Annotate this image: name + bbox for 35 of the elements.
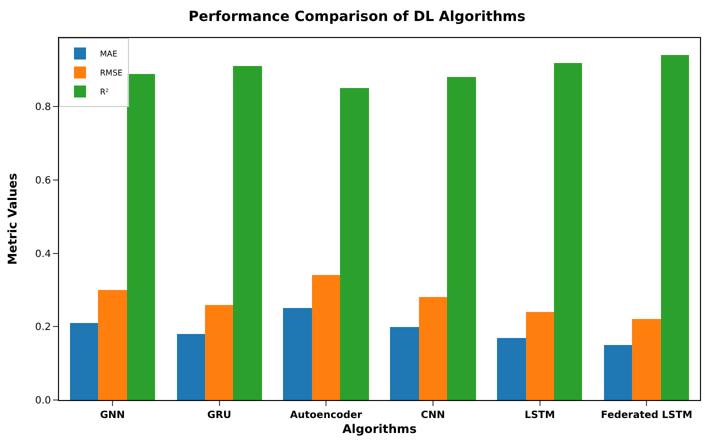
y-tick-label: 0.4 [35,248,51,260]
bar [447,77,476,400]
bar [632,319,661,400]
bar [127,74,155,400]
bar [661,55,689,400]
bar [497,338,526,400]
legend-label: MAE [100,50,118,59]
bar [98,290,127,400]
x-tick-label: GNN [100,410,125,421]
x-axis-title: Algorithms [342,422,417,436]
bar [340,88,369,400]
x-tick-label: Autoencoder [290,410,362,421]
y-tick-label: 0.0 [35,396,51,406]
bar [419,297,447,400]
bar [390,327,419,400]
legend-label: RMSE [100,68,123,78]
bar [554,63,582,400]
bar [526,312,554,400]
y-axis-title: Metric Values [5,173,20,265]
y-tick-label: 0.8 [35,102,51,114]
x-tick-label: LSTM [524,410,555,421]
bar [604,345,632,400]
bar [177,334,205,400]
legend-label: R² [100,88,109,97]
bar [312,275,340,400]
bar [283,308,312,400]
chart-title: Performance Comparison of DL Algorithms [188,8,526,25]
x-tick-label: GRU [207,410,232,421]
y-tick-label: 0.6 [35,175,51,186]
y-tick-label: 0.2 [35,322,51,334]
bar [233,66,262,400]
bar [70,323,98,400]
bar [205,305,233,400]
x-tick-label: CNN [420,410,445,421]
x-tick-label: Federated LSTM [600,410,692,421]
